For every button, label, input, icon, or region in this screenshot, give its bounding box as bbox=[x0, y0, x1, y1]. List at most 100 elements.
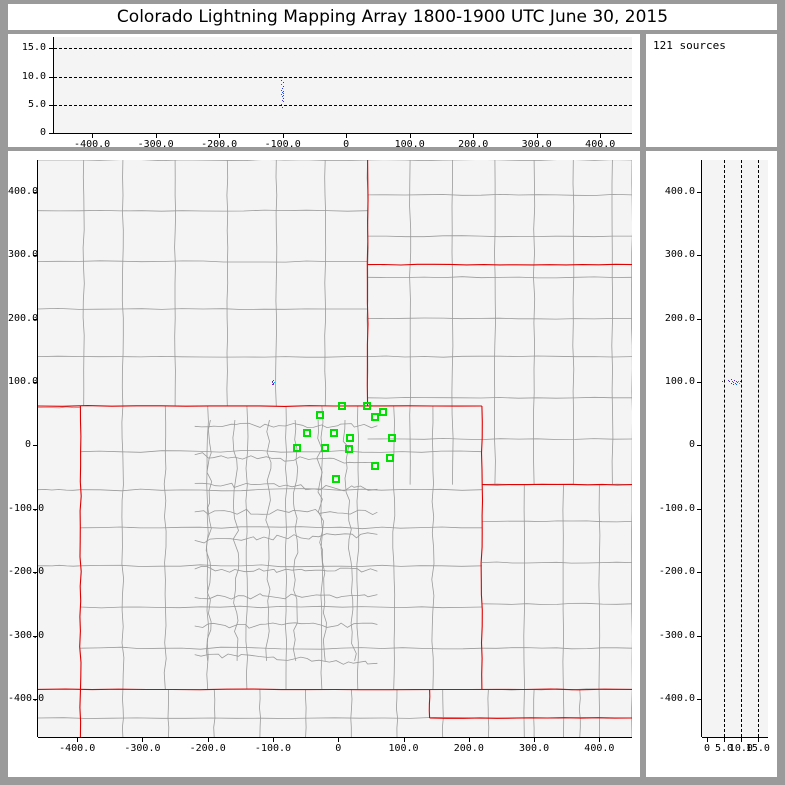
source-point bbox=[282, 82, 284, 84]
lma-station-marker[interactable] bbox=[371, 412, 380, 421]
map-plan-view-plot-area[interactable] bbox=[38, 160, 632, 737]
x-tick-label: 300.0 bbox=[521, 139, 552, 150]
x-tick-label: 15.0 bbox=[745, 743, 770, 754]
county-border bbox=[350, 689, 353, 737]
x-axis-line bbox=[38, 737, 632, 738]
county-border bbox=[167, 689, 170, 737]
source-point bbox=[280, 84, 282, 86]
x-tick bbox=[536, 133, 538, 138]
lma-station-marker[interactable] bbox=[320, 443, 329, 452]
y-tick bbox=[697, 255, 702, 257]
source-point bbox=[282, 87, 284, 89]
county-border bbox=[292, 419, 299, 661]
x-tick bbox=[219, 133, 221, 138]
county-border bbox=[532, 160, 536, 485]
lma-station-marker[interactable] bbox=[379, 408, 388, 417]
altitude-vs-north-south-plot-area[interactable] bbox=[702, 160, 768, 737]
y-tick bbox=[49, 48, 54, 50]
x-tick-label: 400.0 bbox=[585, 139, 616, 150]
y-tick-label: 200.0 bbox=[8, 312, 39, 324]
y-tick-label: 300.0 bbox=[8, 249, 39, 261]
y-tick bbox=[33, 445, 38, 447]
x-tick bbox=[724, 737, 725, 742]
lma-station-marker[interactable] bbox=[329, 428, 338, 437]
x-tick bbox=[468, 737, 470, 742]
gridline-horizontal bbox=[54, 104, 632, 106]
x-tick-label: -100.0 bbox=[264, 139, 301, 150]
source-point bbox=[282, 90, 284, 92]
x-tick-label: -200.0 bbox=[189, 743, 226, 754]
state-border-wyoming-east bbox=[366, 160, 369, 407]
source-point bbox=[281, 79, 283, 81]
gridline-vertical bbox=[740, 160, 742, 737]
x-tick-label: -200.0 bbox=[201, 139, 238, 150]
lma-station-marker[interactable] bbox=[388, 434, 397, 443]
y-tick-label: 400.0 bbox=[664, 185, 695, 197]
y-tick-label: 5.0 bbox=[27, 98, 46, 110]
lma-station-marker[interactable] bbox=[346, 434, 354, 443]
altitude-vs-north-south-panel: -400.0 -300.0 -200.0 -100.0 0 100.0 200.0 300.0… bbox=[646, 151, 777, 777]
title-bar: Colorado Lightning Mapping Array 1800-19… bbox=[8, 4, 777, 30]
source-point bbox=[732, 381, 734, 383]
county-border bbox=[194, 452, 378, 464]
county-border bbox=[194, 482, 378, 492]
state-border-oklahoma-north bbox=[429, 717, 632, 719]
county-border bbox=[367, 160, 632, 162]
y-tick-label: -300.0 bbox=[8, 629, 45, 641]
y-tick bbox=[33, 572, 38, 574]
lma-station-marker[interactable] bbox=[331, 474, 340, 483]
x-tick bbox=[346, 133, 348, 138]
x-tick bbox=[282, 133, 284, 138]
lma-station-marker[interactable] bbox=[302, 428, 311, 437]
y-axis-line bbox=[53, 37, 54, 133]
x-tick bbox=[338, 737, 340, 742]
source-point bbox=[282, 96, 284, 98]
county-border bbox=[523, 484, 525, 737]
lma-station-marker[interactable] bbox=[293, 443, 302, 452]
county-border bbox=[38, 260, 368, 263]
lma-station-marker[interactable] bbox=[315, 410, 324, 419]
source-point bbox=[738, 382, 740, 384]
y-tick bbox=[697, 635, 702, 637]
lma-station-marker[interactable] bbox=[362, 402, 371, 411]
altitude-vs-east-west-panel: 0 5.0 10.0 15.0 -400.0 -300.0 -200.0 -100.0 0 100… bbox=[8, 34, 640, 150]
county-state-boundaries-map bbox=[38, 160, 632, 737]
source-point bbox=[271, 381, 273, 383]
x-tick-label: 100.0 bbox=[394, 139, 425, 150]
source-point bbox=[730, 379, 732, 381]
gridline-vertical bbox=[757, 160, 759, 737]
lma-station-marker[interactable] bbox=[345, 444, 354, 453]
y-tick-label: 100.0 bbox=[8, 375, 39, 387]
county-border bbox=[194, 622, 378, 629]
county-border bbox=[598, 484, 601, 737]
lma-station-marker[interactable] bbox=[370, 462, 379, 471]
source-point bbox=[273, 381, 275, 383]
county-border bbox=[275, 160, 278, 407]
y-tick bbox=[697, 318, 702, 320]
county-border bbox=[213, 689, 216, 737]
altitude-vs-east-west-plot-area[interactable] bbox=[54, 37, 632, 133]
county-border bbox=[121, 160, 124, 407]
y-tick bbox=[697, 698, 702, 700]
y-tick-label: -100.0 bbox=[8, 502, 45, 514]
county-border bbox=[194, 593, 378, 600]
county-border bbox=[431, 405, 435, 690]
x-tick-label: -400.0 bbox=[74, 139, 111, 150]
lma-station-marker[interactable] bbox=[338, 402, 347, 411]
x-axis-line bbox=[702, 737, 768, 738]
county-border bbox=[194, 653, 378, 665]
lma-station-marker[interactable] bbox=[386, 454, 395, 462]
x-tick-label: 10.0 bbox=[728, 743, 753, 754]
county-border bbox=[121, 405, 125, 690]
county-border bbox=[367, 193, 632, 196]
x-tick bbox=[403, 737, 405, 742]
county-border bbox=[481, 602, 632, 605]
county-border bbox=[305, 689, 307, 737]
source-point bbox=[282, 77, 284, 79]
source-point bbox=[282, 99, 284, 101]
source-point bbox=[727, 380, 729, 382]
state-border-colorado-south bbox=[38, 688, 632, 691]
source-point bbox=[281, 89, 283, 91]
page-title: Colorado Lightning Mapping Array 1800-19… bbox=[116, 7, 669, 27]
x-tick bbox=[473, 133, 475, 138]
